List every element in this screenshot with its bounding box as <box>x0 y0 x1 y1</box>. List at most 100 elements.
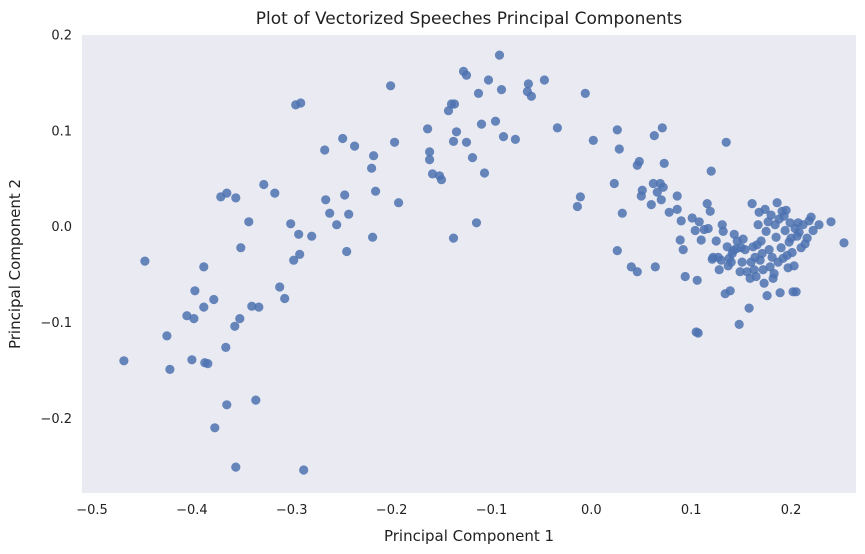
data-point <box>259 179 269 190</box>
x-tick-label: −0.3 <box>276 503 308 518</box>
data-point <box>294 229 304 239</box>
data-point <box>182 311 192 321</box>
data-point <box>390 137 400 147</box>
data-point <box>461 70 472 80</box>
data-point <box>270 188 280 198</box>
data-point <box>140 256 150 266</box>
data-point <box>694 217 704 227</box>
data-point <box>758 265 768 275</box>
data-point <box>368 232 378 242</box>
data-point <box>787 247 797 258</box>
data-point <box>367 163 377 173</box>
data-point <box>657 123 667 133</box>
x-axis-ticks: −0.5 −0.4 −0.3 −0.2 −0.1 0.0 0.1 0.2 <box>76 503 801 518</box>
data-point <box>839 238 849 248</box>
data-point <box>687 213 697 223</box>
data-point <box>676 216 686 226</box>
data-point <box>648 178 658 189</box>
data-point <box>286 219 296 229</box>
data-point <box>614 144 624 154</box>
data-point <box>386 81 396 91</box>
data-point <box>350 141 360 151</box>
data-point <box>476 119 487 129</box>
data-point <box>726 257 736 267</box>
data-point <box>617 208 627 218</box>
data-point <box>646 200 656 210</box>
data-point <box>371 186 381 196</box>
data-point <box>187 355 197 365</box>
data-point <box>649 131 659 141</box>
data-point <box>775 288 785 298</box>
data-point <box>325 208 335 218</box>
data-point <box>254 302 264 312</box>
data-point <box>794 227 804 237</box>
data-point <box>656 195 666 205</box>
data-point <box>672 191 682 201</box>
data-point <box>696 235 706 245</box>
data-point <box>664 207 674 217</box>
data-point <box>634 156 644 167</box>
data-point <box>725 286 735 296</box>
data-point <box>751 271 761 282</box>
data-point <box>764 245 774 255</box>
data-point <box>394 198 404 208</box>
data-point <box>756 236 766 246</box>
data-point <box>808 225 818 236</box>
data-point <box>526 91 537 101</box>
data-point <box>714 265 724 275</box>
data-point <box>338 133 348 144</box>
y-tick-label: 0.0 <box>51 220 72 235</box>
data-point <box>473 88 484 98</box>
data-point <box>711 236 721 246</box>
data-point <box>344 209 354 219</box>
data-point <box>690 225 700 236</box>
data-point <box>658 182 668 192</box>
y-axis-ticks: −0.2 −0.1 0.0 0.1 0.2 <box>40 29 72 427</box>
data-point <box>769 269 779 279</box>
data-point <box>757 248 767 259</box>
data-point <box>672 204 682 214</box>
chart-title: Plot of Vectorized Speeches Principal Co… <box>256 9 683 29</box>
data-point <box>791 287 801 297</box>
data-point <box>296 98 306 108</box>
data-point <box>332 220 342 230</box>
data-point <box>766 210 776 220</box>
data-point <box>737 257 747 267</box>
data-point <box>744 303 754 313</box>
data-point <box>247 301 257 311</box>
data-point <box>451 127 462 137</box>
data-point <box>436 175 447 185</box>
data-point <box>678 245 688 255</box>
data-point <box>483 75 494 85</box>
data-point <box>612 246 622 256</box>
data-point <box>235 314 245 324</box>
y-axis-label: Principal Component 2 <box>6 179 24 349</box>
data-point <box>165 364 175 374</box>
data-point <box>299 465 309 475</box>
data-point <box>162 331 172 341</box>
data-point <box>826 217 836 227</box>
data-point <box>231 462 241 472</box>
data-point <box>221 342 231 352</box>
data-point <box>738 234 748 244</box>
data-point <box>448 136 459 146</box>
data-point <box>789 261 799 271</box>
data-point <box>753 220 763 230</box>
data-point <box>199 262 209 272</box>
data-point <box>222 400 232 410</box>
data-point <box>244 217 254 227</box>
data-point <box>222 188 232 198</box>
data-point <box>479 168 490 178</box>
data-point <box>209 294 219 305</box>
data-point <box>734 319 744 329</box>
data-point <box>702 199 712 209</box>
data-point <box>321 195 331 205</box>
data-point <box>523 79 534 89</box>
data-point <box>716 255 726 265</box>
x-tick-label: 0.2 <box>781 503 802 518</box>
data-point <box>637 185 647 195</box>
data-point <box>340 190 350 200</box>
data-point <box>771 232 781 242</box>
data-point <box>251 395 261 405</box>
data-point <box>762 291 772 301</box>
